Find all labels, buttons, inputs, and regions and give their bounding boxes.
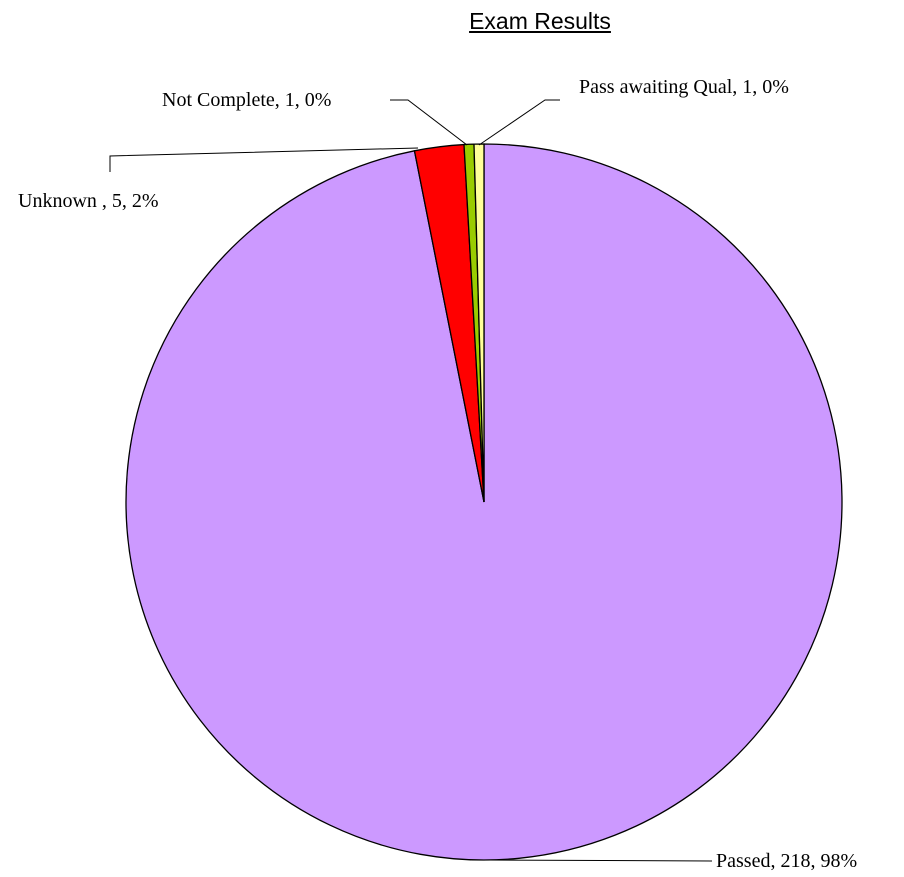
chart-title: Exam Results <box>469 8 611 34</box>
data-label: Passed, 218, 98% <box>716 850 858 872</box>
data-label: Unknown , 5, 2% <box>18 190 159 212</box>
leader-lines <box>109 99 713 862</box>
leader-line <box>390 99 468 146</box>
data-label: Pass awaiting Qual, 1, 0% <box>579 76 789 98</box>
leader-line <box>483 859 713 862</box>
leader-line <box>109 147 419 172</box>
data-label: Not Complete, 1, 0% <box>162 89 332 111</box>
pie-slice <box>473 143 485 503</box>
leader-line <box>478 99 560 146</box>
